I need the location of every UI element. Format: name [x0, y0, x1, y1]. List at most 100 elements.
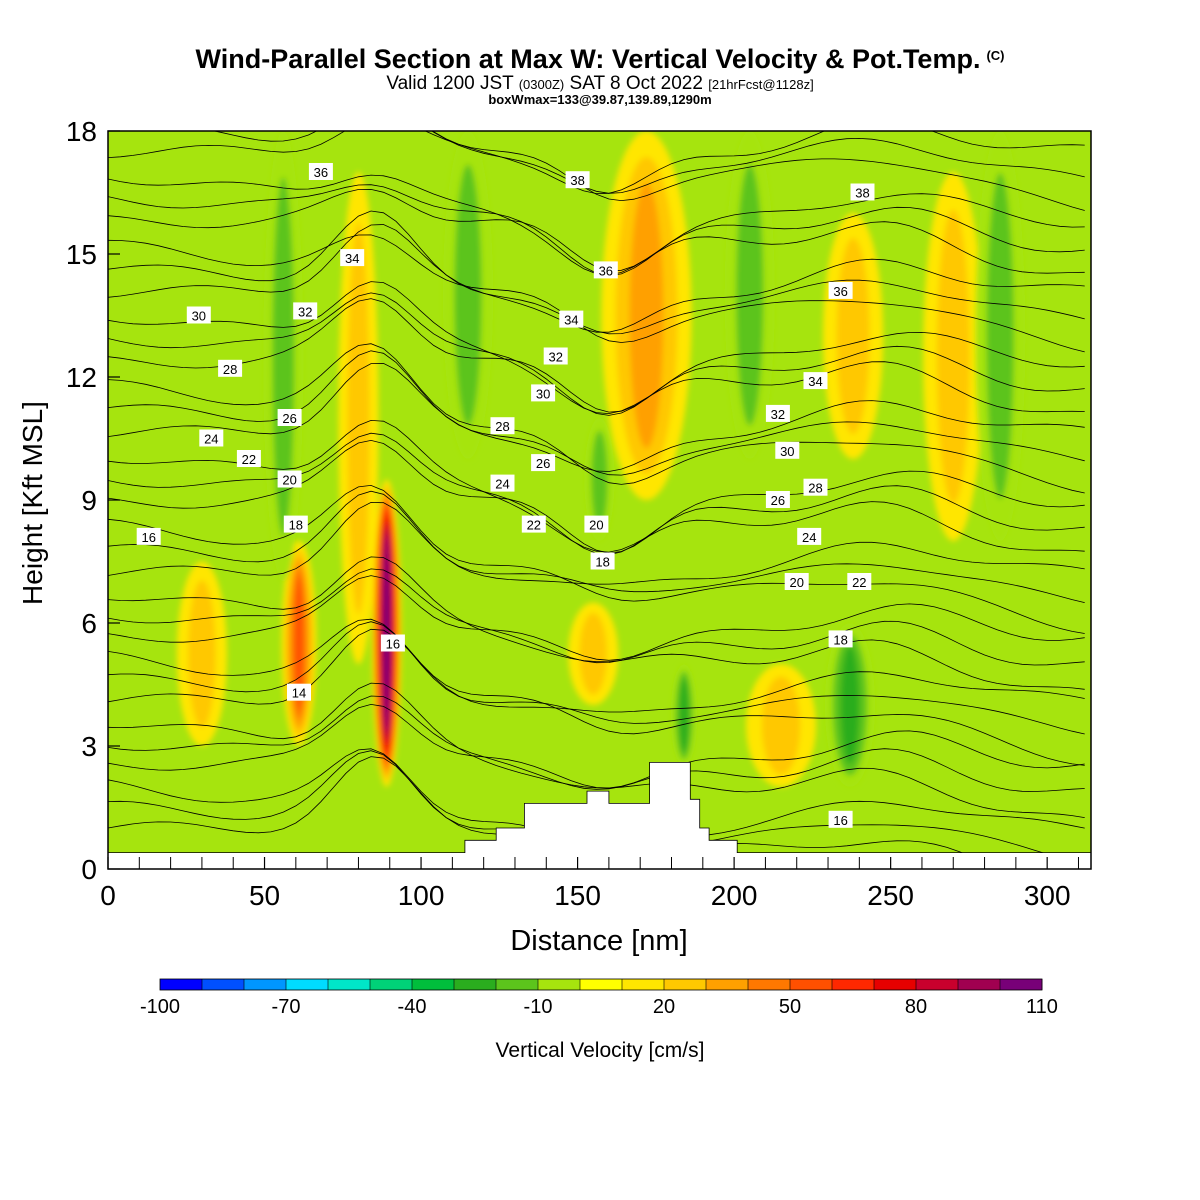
svg-text:36: 36	[314, 165, 328, 180]
velocity-cell	[936, 209, 970, 504]
colorbar-swatch	[622, 979, 665, 990]
contour-label: 32	[765, 404, 790, 422]
box-info-line: boxWmax=133@39.87,139.89,1290m	[488, 92, 712, 107]
velocity-cell	[294, 576, 304, 711]
valid-time-line: Valid 1200 JST (0300Z) SAT 8 Oct 2022 [2…	[386, 73, 814, 94]
contour-label: 30	[186, 306, 211, 324]
svg-text:16: 16	[141, 530, 155, 545]
contour-label: 24	[490, 474, 515, 492]
theta-contour-line	[108, 350, 1085, 476]
contour-label: 32	[543, 347, 568, 365]
theta-contour-line	[108, 628, 1085, 713]
y-axis: 0 3 6 9 12 15 18	[66, 116, 120, 885]
velocity-cell	[579, 612, 607, 695]
svg-text:28: 28	[495, 419, 509, 434]
colorbar-swatch	[496, 979, 539, 990]
colorbar-swatch	[832, 979, 875, 990]
contour-label: 34	[340, 249, 365, 267]
colorbar-swatch	[160, 979, 203, 990]
colorbar-swatch	[664, 979, 707, 990]
theta-contour-line	[108, 575, 1085, 661]
svg-text:34: 34	[808, 374, 822, 389]
contour-label: 36	[593, 261, 618, 279]
theta-contour-line	[108, 695, 1085, 792]
y-tick-label: 18	[66, 116, 97, 147]
svg-text:14: 14	[292, 686, 306, 701]
svg-text:22: 22	[527, 518, 541, 533]
contour-label: 28	[490, 417, 515, 435]
svg-text:18: 18	[595, 555, 609, 570]
colorbar: -100 -70 -40 -10 20 50 80 110	[140, 978, 1058, 1018]
contour-label: 34	[803, 372, 828, 390]
theta-contour-line	[108, 621, 1085, 735]
colorbar-label: Vertical Velocity [cm/s]	[496, 1039, 705, 1062]
theta-contour-line	[108, 343, 1085, 494]
velocity-cell	[761, 676, 801, 775]
theta-contour-line	[108, 490, 1085, 603]
x-minor-ticks	[138, 857, 1079, 869]
svg-text:22: 22	[852, 575, 866, 590]
colorbar-swatch	[874, 979, 917, 990]
contour-label: 22	[847, 573, 872, 590]
x-axis-label: Distance [nm]	[510, 925, 687, 957]
contour-label: 16	[380, 634, 405, 652]
svg-text:28: 28	[808, 481, 822, 496]
svg-text:24: 24	[802, 530, 816, 545]
velocity-cell	[840, 646, 860, 764]
colorbar-tick-label: 80	[905, 996, 927, 1018]
colorbar-swatch	[286, 979, 329, 990]
theta-contour-line	[108, 47, 1085, 129]
colorbar-tick-label: -70	[272, 996, 301, 1018]
svg-text:26: 26	[771, 493, 785, 508]
svg-text:32: 32	[298, 304, 312, 319]
contour-label: 16	[828, 810, 853, 828]
colorbar-swatch	[202, 979, 245, 990]
colorbar-swatch	[538, 979, 581, 990]
svg-text:20: 20	[589, 518, 603, 533]
svg-text:16: 16	[833, 813, 847, 828]
contour-label: 14	[287, 683, 311, 701]
contour-label: 38	[850, 183, 875, 201]
contour-label: 28	[218, 359, 243, 377]
colorbar-swatch	[328, 979, 371, 990]
theta-contour-line	[108, 682, 1085, 818]
theta-contour-line	[108, 234, 1085, 353]
y-tick-label: 3	[81, 731, 97, 762]
svg-text:38: 38	[855, 186, 869, 201]
contour-label: 26	[765, 491, 790, 508]
velocity-cell	[384, 541, 389, 726]
y-tick-label: 6	[81, 608, 97, 639]
x-tick-label: 50	[249, 880, 280, 911]
y-tick-label: 12	[66, 362, 97, 393]
theta-contour-line	[108, 568, 1085, 666]
terrain-layer	[108, 762, 1091, 869]
svg-text:26: 26	[282, 411, 296, 426]
theta-contour-line	[108, 501, 1085, 585]
colorbar-tick-label: -10	[524, 996, 553, 1018]
colorbar-swatch	[706, 979, 749, 990]
svg-text:32: 32	[771, 407, 785, 422]
contour-label: 18	[283, 515, 308, 533]
svg-text:20: 20	[282, 473, 296, 488]
theta-contour-line	[108, 419, 1085, 553]
svg-text:28: 28	[223, 362, 237, 377]
colorbar-swatch	[370, 979, 413, 990]
contour-label: 24	[797, 527, 822, 545]
plot-area	[108, 47, 1091, 869]
velocity-cell	[679, 678, 689, 753]
velocity-cell	[986, 172, 1014, 500]
velocity-cell	[272, 177, 295, 536]
velocity-cell	[591, 430, 608, 529]
velocity-cell	[188, 580, 216, 728]
contour-label: 18	[590, 552, 615, 570]
svg-text:30: 30	[780, 444, 794, 459]
theta-contour-line	[108, 292, 1085, 416]
terrain-fill	[108, 762, 1091, 869]
colorbar-tick-label: -40	[398, 996, 427, 1018]
velocity-cell	[629, 182, 664, 449]
theta-contour-line	[108, 281, 1085, 415]
theta-contour-line	[108, 484, 1085, 634]
x-tick-label: 250	[867, 880, 914, 911]
velocity-cell	[347, 222, 370, 614]
